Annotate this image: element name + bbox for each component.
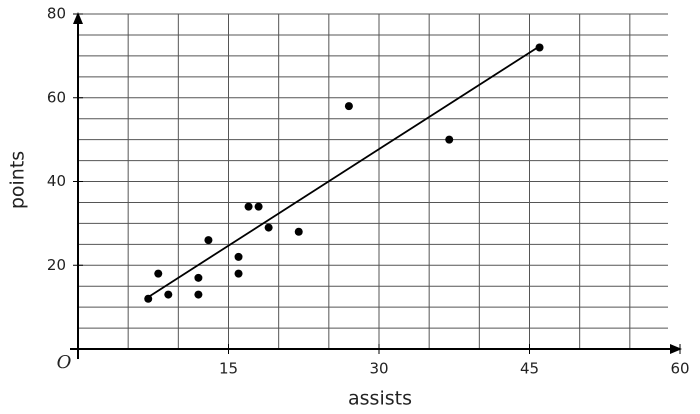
point	[294, 227, 303, 236]
point	[254, 202, 263, 211]
point	[204, 236, 213, 245]
x-axis-title: assists	[348, 388, 412, 410]
point	[234, 269, 243, 278]
point	[535, 43, 544, 52]
point	[194, 290, 203, 299]
y-axis-arrow	[73, 12, 83, 24]
point	[264, 223, 273, 232]
point	[234, 252, 243, 261]
point	[164, 290, 173, 299]
x-tick-label: 15	[219, 360, 238, 378]
point	[344, 102, 353, 111]
x-tick-label: 30	[369, 360, 388, 378]
point	[144, 294, 153, 303]
trend-line	[147, 45, 541, 298]
origin-label: O	[57, 352, 72, 373]
y-tick-label: 60	[47, 88, 66, 106]
y-tick-label: 40	[47, 172, 66, 190]
y-tick-label: 80	[47, 5, 66, 23]
point	[154, 269, 163, 278]
point	[194, 273, 203, 282]
point	[445, 135, 454, 144]
y-axis-title: points	[7, 151, 29, 209]
point	[244, 202, 253, 211]
y-tick-label: 20	[47, 256, 66, 274]
x-tick-label: 60	[670, 360, 689, 378]
x-tick-label: 45	[520, 360, 539, 378]
x-axis-arrow	[670, 344, 682, 354]
